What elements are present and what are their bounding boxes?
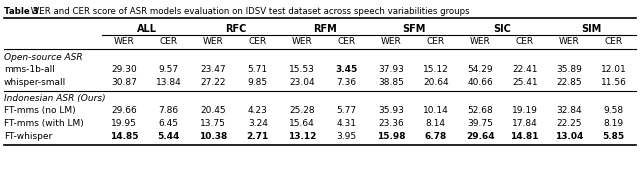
Text: WER: WER bbox=[559, 37, 580, 46]
Text: SIM: SIM bbox=[581, 24, 602, 34]
Text: whisper-small: whisper-small bbox=[4, 78, 67, 87]
Text: 7.36: 7.36 bbox=[337, 78, 357, 87]
Text: 11.56: 11.56 bbox=[601, 78, 627, 87]
Text: 35.89: 35.89 bbox=[556, 65, 582, 74]
Text: 10.14: 10.14 bbox=[423, 106, 449, 115]
Text: 22.25: 22.25 bbox=[557, 119, 582, 128]
Text: CER: CER bbox=[338, 37, 356, 46]
Text: 13.84: 13.84 bbox=[156, 78, 182, 87]
Text: Open-source ASR: Open-source ASR bbox=[4, 53, 83, 62]
Text: 22.85: 22.85 bbox=[556, 78, 582, 87]
Text: 19.95: 19.95 bbox=[111, 119, 137, 128]
Text: 30.87: 30.87 bbox=[111, 78, 137, 87]
Text: 8.19: 8.19 bbox=[604, 119, 624, 128]
Text: 3.45: 3.45 bbox=[335, 65, 358, 74]
Text: 25.41: 25.41 bbox=[512, 78, 538, 87]
Text: 29.64: 29.64 bbox=[466, 132, 495, 141]
Text: 14.85: 14.85 bbox=[110, 132, 138, 141]
Text: FT-mms (no LM): FT-mms (no LM) bbox=[4, 106, 76, 115]
Text: 23.04: 23.04 bbox=[289, 78, 315, 87]
Text: CER: CER bbox=[605, 37, 623, 46]
Text: Table 3.: Table 3. bbox=[4, 7, 42, 16]
Text: 12.01: 12.01 bbox=[601, 65, 627, 74]
Text: 4.23: 4.23 bbox=[248, 106, 268, 115]
Text: WER and CER score of ASR models evaluation on IDSV test dataset across speech va: WER and CER score of ASR models evaluati… bbox=[28, 7, 470, 16]
Text: 29.66: 29.66 bbox=[111, 106, 137, 115]
Text: 8.14: 8.14 bbox=[426, 119, 445, 128]
Text: 25.28: 25.28 bbox=[289, 106, 315, 115]
Text: 37.93: 37.93 bbox=[378, 65, 404, 74]
Text: 15.98: 15.98 bbox=[377, 132, 406, 141]
Text: 7.86: 7.86 bbox=[159, 106, 179, 115]
Text: Indonesian ASR (Ours): Indonesian ASR (Ours) bbox=[4, 94, 106, 103]
Text: 3.24: 3.24 bbox=[248, 119, 268, 128]
Text: 19.19: 19.19 bbox=[512, 106, 538, 115]
Text: WER: WER bbox=[203, 37, 223, 46]
Text: 20.45: 20.45 bbox=[200, 106, 226, 115]
Text: WER: WER bbox=[114, 37, 134, 46]
Text: 15.12: 15.12 bbox=[423, 65, 449, 74]
Text: CER: CER bbox=[427, 37, 445, 46]
Text: 20.64: 20.64 bbox=[423, 78, 449, 87]
Text: mms-1b-all: mms-1b-all bbox=[4, 65, 55, 74]
Text: RFC: RFC bbox=[225, 24, 246, 34]
Text: 17.84: 17.84 bbox=[512, 119, 538, 128]
Text: WER: WER bbox=[292, 37, 312, 46]
Text: 6.78: 6.78 bbox=[424, 132, 447, 141]
Text: CER: CER bbox=[160, 37, 178, 46]
Text: 29.30: 29.30 bbox=[111, 65, 137, 74]
Text: 4.31: 4.31 bbox=[337, 119, 356, 128]
Text: 23.36: 23.36 bbox=[378, 119, 404, 128]
Text: 13.75: 13.75 bbox=[200, 119, 226, 128]
Text: 52.68: 52.68 bbox=[467, 106, 493, 115]
Text: 27.22: 27.22 bbox=[200, 78, 226, 87]
Text: WER: WER bbox=[381, 37, 402, 46]
Text: 10.38: 10.38 bbox=[199, 132, 227, 141]
Text: CER: CER bbox=[516, 37, 534, 46]
Text: 13.04: 13.04 bbox=[555, 132, 584, 141]
Text: 9.85: 9.85 bbox=[248, 78, 268, 87]
Text: FT-mms (with LM): FT-mms (with LM) bbox=[4, 119, 84, 128]
Text: SIC: SIC bbox=[493, 24, 511, 34]
Text: 40.66: 40.66 bbox=[467, 78, 493, 87]
Text: 9.57: 9.57 bbox=[159, 65, 179, 74]
Text: 22.41: 22.41 bbox=[512, 65, 538, 74]
Text: RFM: RFM bbox=[312, 24, 337, 34]
Text: WER: WER bbox=[470, 37, 491, 46]
Text: FT-whisper: FT-whisper bbox=[4, 132, 52, 141]
Text: 23.47: 23.47 bbox=[200, 65, 226, 74]
Text: 6.45: 6.45 bbox=[159, 119, 179, 128]
Text: 5.85: 5.85 bbox=[603, 132, 625, 141]
Text: 35.93: 35.93 bbox=[378, 106, 404, 115]
Text: 14.81: 14.81 bbox=[511, 132, 539, 141]
Text: SFM: SFM bbox=[402, 24, 425, 34]
Text: 3.95: 3.95 bbox=[337, 132, 357, 141]
Text: 38.85: 38.85 bbox=[378, 78, 404, 87]
Text: 13.12: 13.12 bbox=[288, 132, 316, 141]
Text: 39.75: 39.75 bbox=[467, 119, 493, 128]
Text: 32.84: 32.84 bbox=[556, 106, 582, 115]
Text: 9.58: 9.58 bbox=[604, 106, 624, 115]
Text: ALL: ALL bbox=[136, 24, 157, 34]
Text: 5.77: 5.77 bbox=[337, 106, 357, 115]
Text: 15.53: 15.53 bbox=[289, 65, 315, 74]
Text: 15.64: 15.64 bbox=[289, 119, 315, 128]
Text: CER: CER bbox=[249, 37, 267, 46]
Text: 54.29: 54.29 bbox=[467, 65, 493, 74]
Text: 2.71: 2.71 bbox=[246, 132, 269, 141]
Text: 5.71: 5.71 bbox=[248, 65, 268, 74]
Text: 5.44: 5.44 bbox=[157, 132, 180, 141]
